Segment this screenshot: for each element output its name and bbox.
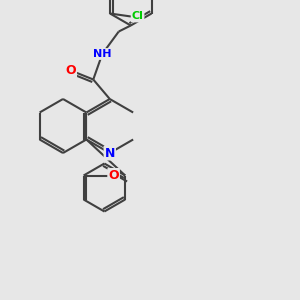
Text: NH: NH (93, 49, 112, 59)
Text: N: N (105, 146, 115, 160)
Text: Cl: Cl (132, 11, 143, 22)
Text: O: O (65, 64, 76, 77)
Text: O: O (108, 169, 119, 182)
